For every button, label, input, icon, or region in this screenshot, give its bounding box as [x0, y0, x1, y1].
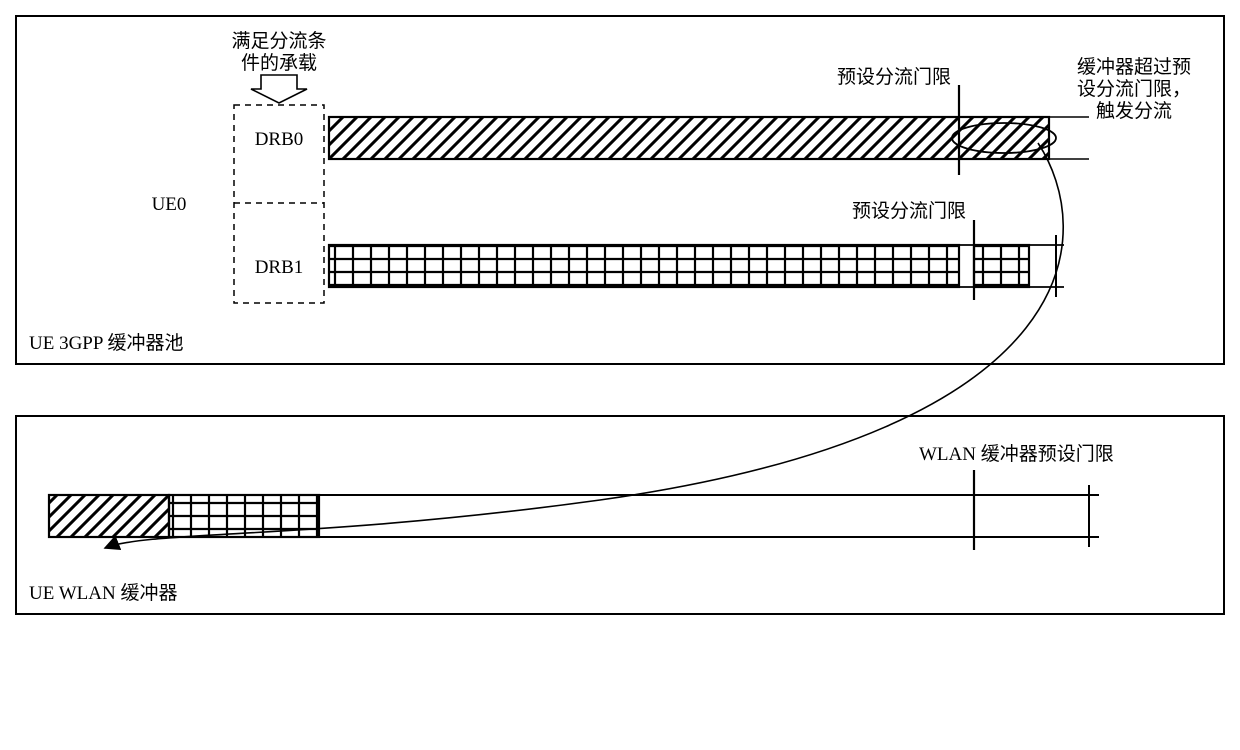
bottom-diagram: WLAN 缓冲器预设门限 [29, 425, 1209, 580]
top-panel-label: UE 3GPP 缓冲器池 [29, 328, 183, 355]
trigger-l3: 触发分流 [1096, 100, 1172, 122]
ue-wlan-buffer-panel: WLAN 缓冲器预设门限 UE WLAN 缓冲器 [15, 415, 1225, 615]
drb1-bar-main [329, 245, 959, 287]
bearer-cond-l1: 满足分流条 [231, 30, 326, 52]
top-diagram: 满足分流条 件的承载 UE0 DRB0 预设分流门限 缓冲器超过预 设分流门限，… [29, 25, 1209, 325]
ue-3gpp-buffer-pool-panel: 满足分流条 件的承载 UE0 DRB0 预设分流门限 缓冲器超过预 设分流门限，… [15, 15, 1225, 365]
down-arrow-icon [251, 75, 307, 103]
drb1-bar-seg [974, 245, 1029, 287]
trigger-l2: 设分流门限， [1077, 78, 1191, 100]
drb1-label: DRB1 [255, 257, 304, 278]
drb0-bar [329, 117, 1049, 159]
wlan-grid-seg [169, 495, 319, 537]
bearer-cond-l2: 件的承载 [241, 52, 317, 74]
drb0-label: DRB0 [255, 129, 304, 150]
wlan-diag-seg [49, 495, 169, 537]
drb0-threshold-label: 预设分流门限 [837, 66, 951, 88]
wlan-threshold-label: WLAN 缓冲器预设门限 [919, 443, 1114, 465]
trigger-l1: 缓冲器超过预 [1077, 56, 1191, 78]
drb1-threshold-label: 预设分流门限 [852, 200, 966, 222]
ue0-label: UE0 [152, 194, 187, 215]
bottom-panel-label: UE WLAN 缓冲器 [29, 578, 177, 605]
